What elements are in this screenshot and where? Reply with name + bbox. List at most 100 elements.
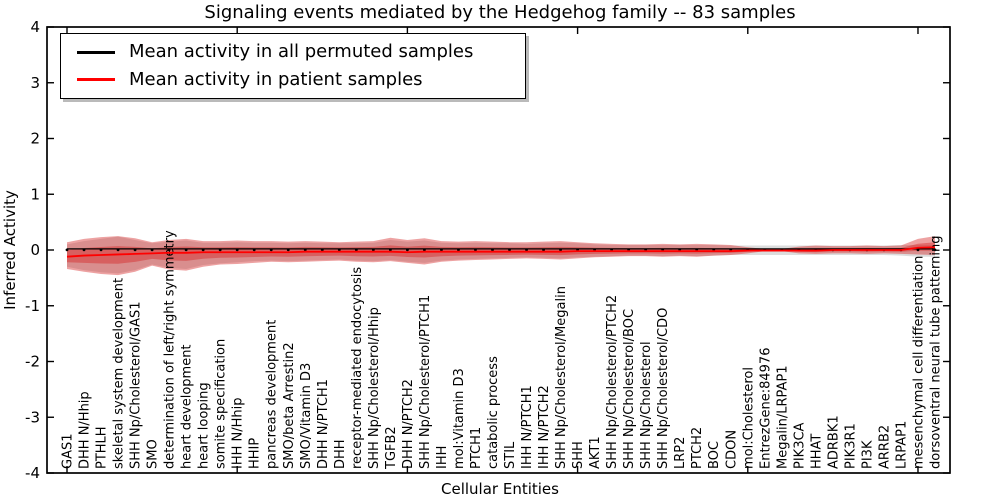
permuted-mean-marker bbox=[933, 248, 937, 252]
x-tick-label: SHH Np/Cholesterol/Megalin bbox=[554, 286, 569, 469]
x-tick-label: SHH Np/Cholesterol/PTCH1 bbox=[418, 295, 433, 469]
permuted-mean-marker bbox=[303, 248, 307, 252]
y-tick-label: 2 bbox=[30, 130, 40, 148]
x-tick-label: somite specification bbox=[214, 339, 229, 469]
x-tick-label: SHH Np/Cholesterol/GAS1 bbox=[129, 301, 144, 469]
legend-item-permuted: Mean activity in all permuted samples bbox=[61, 43, 525, 61]
x-tick-label: receptor-mediated endocytosis bbox=[350, 267, 365, 469]
x-tick-label: GAS1 bbox=[61, 434, 76, 470]
permuted-mean-marker bbox=[184, 248, 188, 252]
permuted-mean-marker bbox=[167, 248, 171, 252]
x-tick-label: SMO bbox=[146, 439, 161, 469]
x-tick-label: DHH N/PTCH1 bbox=[316, 379, 331, 469]
x-tick-label: pancreas development bbox=[265, 320, 280, 469]
y-tick-label: 0 bbox=[30, 241, 40, 259]
x-tick-label: PTCH1 bbox=[469, 427, 484, 469]
x-tick-label: ADRBK1 bbox=[826, 415, 841, 469]
x-tick-label: PI3K bbox=[860, 440, 875, 469]
legend-item-patient: Mean activity in patient samples bbox=[61, 68, 525, 90]
x-tick-label: STIL bbox=[503, 441, 518, 469]
x-tick-label: SHH Np/Cholesterol/BOC bbox=[622, 309, 637, 469]
y-tick-label: -1 bbox=[25, 297, 40, 315]
permuted-line-swatch bbox=[77, 50, 115, 54]
legend-label-patient: Mean activity in patient samples bbox=[129, 68, 423, 90]
x-tick-label: skeletal system development bbox=[112, 278, 127, 469]
permuted-mean-marker bbox=[286, 248, 290, 252]
permuted-mean-marker bbox=[269, 248, 273, 252]
x-tick-label: PTCH2 bbox=[690, 427, 705, 469]
x-tick-label: BOC bbox=[707, 441, 722, 469]
x-tick-label: DHH N/PTCH2 bbox=[401, 379, 416, 469]
patient-mean-line bbox=[66, 246, 936, 258]
x-tick-label: Megalin/LRPAP1 bbox=[775, 365, 790, 469]
x-tick-label: dorsoventral neural tube patterning bbox=[929, 236, 944, 469]
x-tick-label: mol:Cholesterol bbox=[741, 367, 756, 469]
y-tick-label: -2 bbox=[25, 353, 40, 371]
patient-line-swatch bbox=[77, 78, 115, 82]
x-tick-label: SMO/beta Arrestin2 bbox=[282, 342, 297, 469]
y-tick-label: 1 bbox=[30, 185, 40, 203]
x-tick-label: PTHLH bbox=[95, 426, 110, 469]
x-tick-label: PIK3R1 bbox=[843, 423, 858, 469]
x-axis-label: Cellular Entities bbox=[441, 480, 559, 498]
x-tick-label: TGFB2 bbox=[384, 426, 399, 470]
permuted-mean-marker bbox=[337, 248, 341, 252]
legend: Mean activity in all permuted samples Me… bbox=[60, 33, 526, 99]
permuted-mean-marker bbox=[457, 248, 460, 252]
permuted-mean-marker bbox=[371, 248, 375, 252]
permuted-std-band bbox=[67, 236, 935, 274]
permuted-mean-marker bbox=[65, 248, 69, 252]
x-tick-label: DHH N/Hhip bbox=[78, 391, 93, 469]
patient-std-band-inner bbox=[67, 242, 935, 264]
permuted-mean-marker bbox=[491, 248, 494, 252]
y-tick-label: -4 bbox=[25, 464, 40, 482]
x-tick-label: IHH N/Hhip bbox=[231, 398, 246, 470]
x-tick-label: SHH Np/Cholesterol/CDO bbox=[656, 308, 671, 469]
permuted-mean-marker bbox=[201, 248, 205, 252]
x-tick-label: catabolic process bbox=[486, 356, 501, 469]
permuted-mean-marker bbox=[82, 248, 86, 252]
chart-title: Signaling events mediated by the Hedgeho… bbox=[204, 2, 796, 23]
permuted-mean-marker bbox=[542, 248, 545, 252]
x-tick-label: AKT1 bbox=[588, 436, 603, 469]
permuted-mean-marker bbox=[116, 248, 120, 252]
x-tick-label: IHH N/PTCH1 bbox=[520, 385, 535, 469]
x-tick-label: EntrezGene:84976 bbox=[758, 348, 773, 469]
x-tick-label: determination of left/right symmetry bbox=[163, 230, 178, 469]
permuted-mean-marker bbox=[218, 248, 222, 252]
x-tick-label: SHH Np/Cholesterol/Hhip bbox=[367, 307, 382, 469]
permuted-mean-marker bbox=[474, 248, 477, 252]
permuted-mean-marker bbox=[916, 248, 920, 252]
patient-std-band-outer bbox=[67, 236, 935, 276]
x-tick-label: SHH bbox=[571, 441, 586, 469]
x-tick-label: HHIP bbox=[248, 438, 263, 469]
x-tick-label: heart development bbox=[180, 344, 195, 469]
x-tick-label: ARRB2 bbox=[877, 425, 892, 469]
x-tick-label: CDON bbox=[724, 430, 739, 469]
x-tick-label: SHH Np/Cholesterol bbox=[639, 341, 654, 469]
x-tick-label: SMO/Vitamin D3 bbox=[299, 363, 314, 469]
y-tick-label: 4 bbox=[30, 18, 40, 36]
x-tick-label: LRP2 bbox=[673, 437, 688, 469]
x-tick-label: mesenchymal cell differentiation bbox=[911, 256, 926, 469]
permuted-mean-marker bbox=[423, 248, 426, 252]
x-tick-label: IHH N/PTCH2 bbox=[537, 385, 552, 469]
permuted-mean-marker bbox=[252, 248, 256, 252]
x-tick-label: DHH bbox=[333, 439, 348, 469]
permuted-mean-marker bbox=[525, 248, 528, 252]
permuted-mean-marker bbox=[320, 248, 324, 252]
permuted-mean-marker bbox=[508, 248, 511, 252]
permuted-mean-marker bbox=[99, 248, 103, 252]
y-tick-label: -3 bbox=[25, 408, 40, 426]
permuted-mean-marker bbox=[354, 248, 358, 252]
permuted-mean-marker bbox=[405, 248, 409, 252]
permuted-mean-marker bbox=[235, 248, 239, 252]
x-tick-label: mol:Vitamin D3 bbox=[452, 368, 467, 469]
x-tick-label: SHH Np/Cholesterol/PTCH2 bbox=[605, 295, 620, 469]
x-tick-label: HHAT bbox=[809, 434, 824, 469]
permuted-mean-marker bbox=[559, 248, 562, 252]
x-tick-label: PIK3CA bbox=[792, 422, 807, 469]
x-tick-label: LRPAP1 bbox=[894, 421, 909, 469]
